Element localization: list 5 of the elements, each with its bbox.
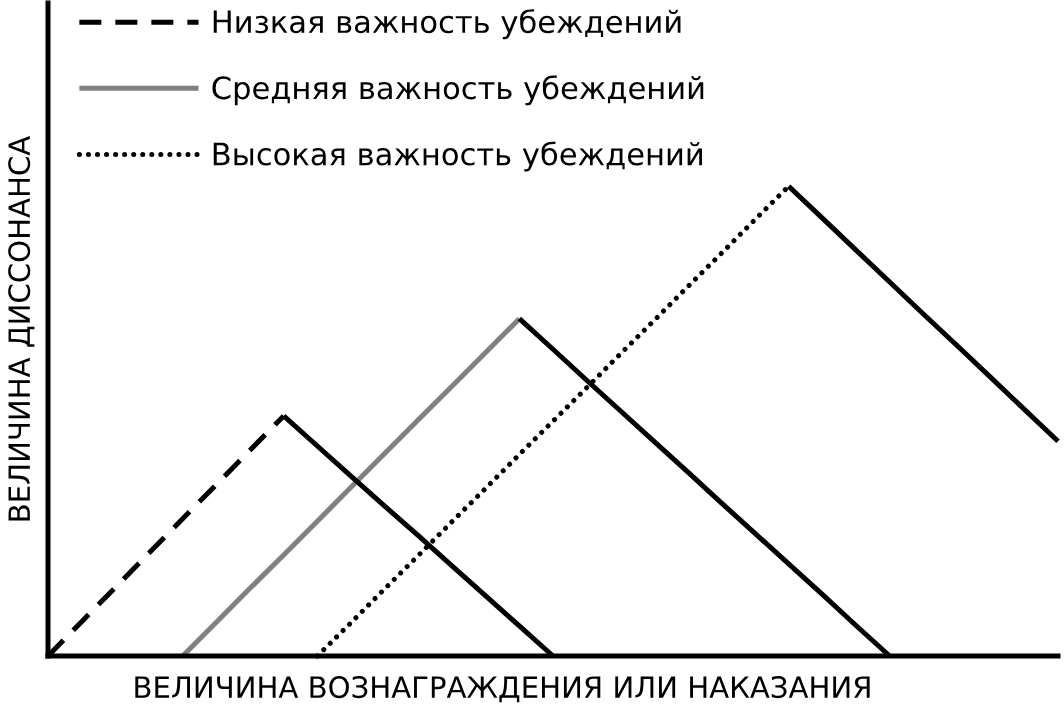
x-axis-title: ВЕЛИЧИНА ВОЗНАГРАЖДЕНИЯ ИЛИ НАКАЗАНИЯ — [135, 676, 870, 703]
legend-label: Низкая важность убеждений — [213, 9, 681, 40]
legend-label: Высокая важность убеждений — [213, 141, 702, 172]
legend-label: Средняя важность убеждений — [212, 75, 704, 106]
y-axis-title: ВЕЛИЧИНА ДИССОНАНСА — [8, 135, 35, 521]
